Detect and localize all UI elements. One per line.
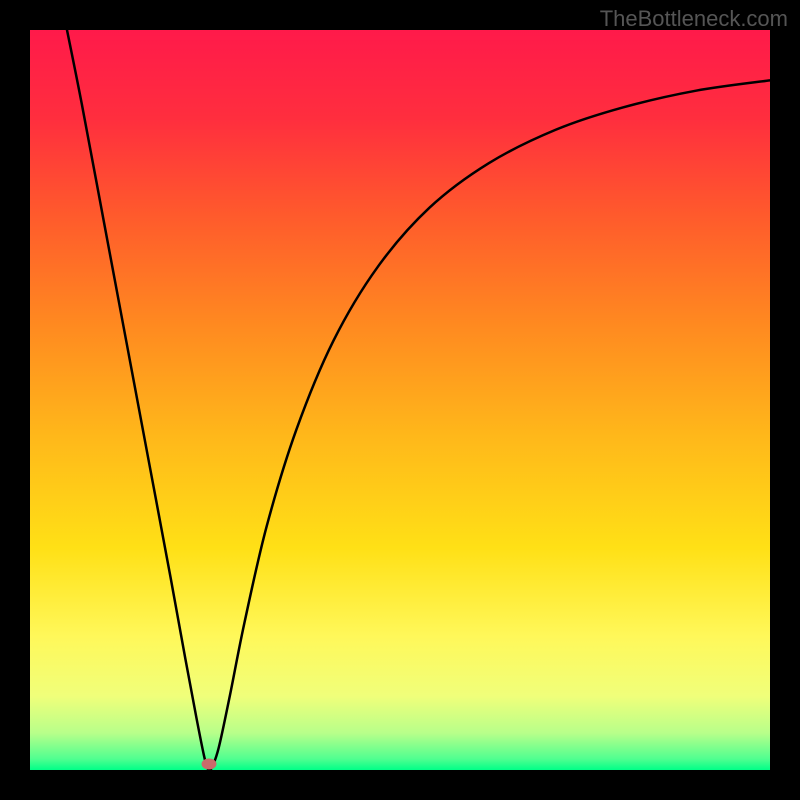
watermark-text: TheBottleneck.com xyxy=(600,6,788,32)
gradient-background xyxy=(30,30,770,770)
plot-area xyxy=(30,30,770,770)
chart-container: TheBottleneck.com xyxy=(0,0,800,800)
minimum-marker xyxy=(202,759,217,770)
